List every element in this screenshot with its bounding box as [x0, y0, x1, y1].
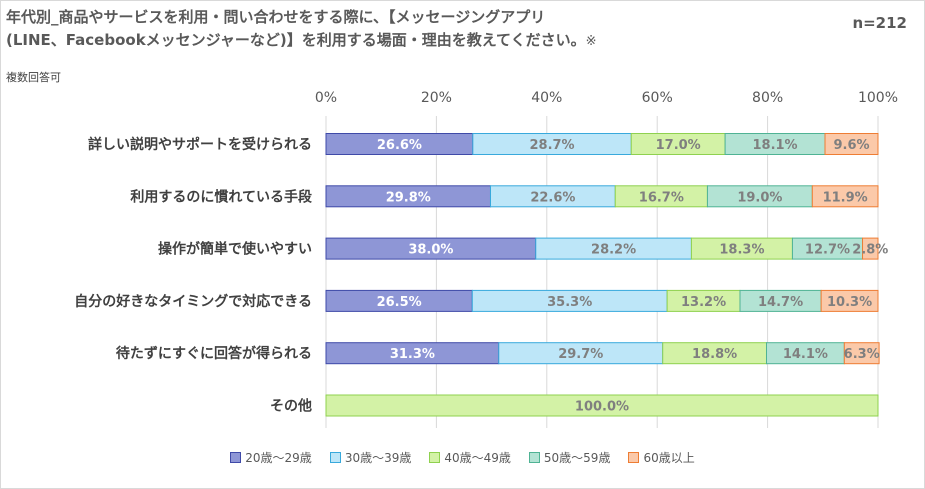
data-label: 28.2%: [591, 243, 636, 258]
category-label: 待たずにすぐに回答が得られる: [116, 345, 312, 362]
category-label: 自分の好きなタイミングで対応できる: [74, 293, 312, 310]
x-tick-label: 20%: [421, 90, 452, 106]
chart-title-note-mark: ※: [585, 34, 597, 49]
data-label: 2.8%: [852, 243, 888, 258]
x-tick-label: 0%: [315, 90, 337, 106]
category-label: 操作が簡単で使いやすい: [158, 241, 312, 258]
bar-segment: [325, 394, 879, 417]
data-label: 26.6%: [377, 138, 422, 153]
data-label: 10.3%: [827, 295, 872, 310]
category-label: 利用するのに慣れている手段: [130, 188, 312, 205]
legend-item: 40歳～49歳: [429, 449, 511, 466]
legend-item: 20歳～29歳: [230, 449, 312, 466]
data-label: 16.7%: [639, 190, 684, 205]
bar-segment: [811, 185, 879, 208]
data-label: 22.6%: [530, 190, 575, 205]
data-label: 9.6%: [833, 138, 869, 153]
chart-subtitle: 複数回答可: [6, 71, 61, 84]
data-label: 17.0%: [656, 138, 701, 153]
legend-swatch: [628, 452, 640, 463]
data-label: 11.9%: [823, 190, 868, 205]
data-label: 29.8%: [386, 190, 431, 205]
legend-label: 60歳以上: [643, 451, 695, 465]
x-tick-label: 40%: [531, 90, 562, 106]
legend-swatch: [429, 452, 441, 463]
data-label: 19.0%: [737, 190, 782, 205]
legend-label: 20歳～29歳: [245, 451, 312, 465]
category-label: その他: [270, 398, 312, 415]
legend-label: 30歳～39歳: [344, 451, 412, 465]
legend-item: 30歳～39歳: [329, 449, 412, 466]
bar-segment: [843, 342, 880, 365]
chart-legend: 20歳～29歳 30歳～39歳 40歳～49歳 50歳～59歳 60歳以上: [0, 449, 925, 466]
chart-title-line2-text: (LINE、Facebookメッセンジャーなど)】を利用する場面・理由を教えてく…: [6, 31, 586, 49]
legend-label: 50歳～59歳: [543, 451, 611, 465]
legend-label: 40歳～49歳: [444, 451, 511, 465]
legend-item: 50歳～59歳: [528, 449, 611, 466]
bar-segment: [820, 289, 879, 312]
data-label: 14.1%: [783, 347, 828, 362]
sample-size-label: n=212: [852, 14, 907, 32]
data-label: 28.7%: [529, 138, 574, 153]
category-label: 詳しい説明やサポートを受けられる: [88, 136, 312, 153]
data-label: 38.0%: [408, 243, 453, 258]
data-label: 35.3%: [547, 295, 592, 310]
x-tick-label: 100%: [858, 90, 898, 106]
legend-swatch: [528, 452, 540, 463]
chart-title: 年代別_商品やサービスを利用・問い合わせをする際に、【メッセージングアプリ (L…: [6, 6, 826, 53]
data-label: 18.1%: [752, 138, 797, 153]
data-label: 13.2%: [681, 295, 726, 310]
data-label: 100.0%: [575, 400, 629, 415]
chart-title-line2: (LINE、Facebookメッセンジャーなど)】を利用する場面・理由を教えてく…: [6, 29, 826, 53]
chart-title-line1: 年代別_商品やサービスを利用・問い合わせをする際に、【メッセージングアプリ: [6, 8, 546, 26]
data-label: 12.7%: [805, 243, 850, 258]
data-label: 26.5%: [377, 295, 422, 310]
x-tick-label: 60%: [642, 90, 673, 106]
x-tick-label: 80%: [752, 90, 783, 106]
legend-swatch: [329, 452, 341, 463]
data-label: 29.7%: [558, 347, 603, 362]
legend-item: 60歳以上: [628, 449, 695, 466]
data-label: 18.8%: [692, 347, 737, 362]
legend-swatch: [230, 452, 242, 463]
data-label: 31.3%: [390, 347, 435, 362]
data-label: 14.7%: [758, 295, 803, 310]
bar-segment: [862, 237, 879, 260]
data-label: 6.3%: [844, 347, 880, 362]
bar-segment: [824, 133, 879, 155]
data-label: 18.3%: [719, 243, 764, 258]
